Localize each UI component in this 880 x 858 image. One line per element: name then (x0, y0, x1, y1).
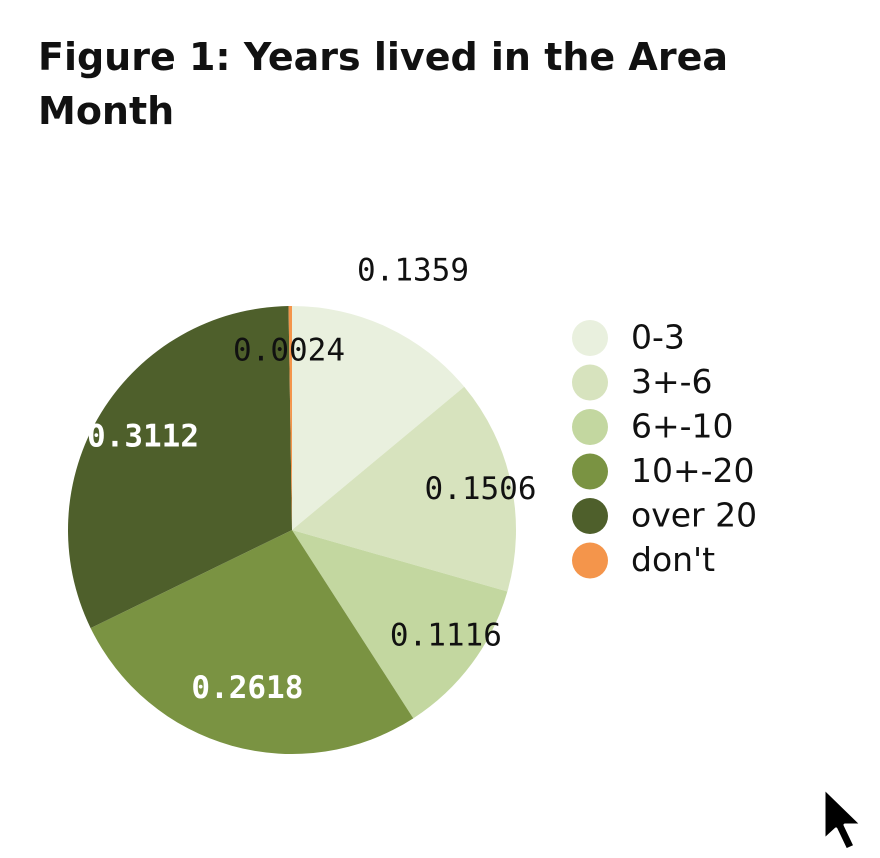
pie-data-labels: 0.1359 0.1506 0.1116 0.2618 0.3112 0.0024 (87, 253, 536, 707)
data-label-6-10: 0.1116 (390, 617, 502, 653)
pie-slice-0-3 (292, 306, 465, 530)
chart-legend: 0-3 3+-6 6+-10 10+-20 over 20 don't (572, 318, 757, 579)
legend-swatch-3-6 (572, 364, 608, 401)
pie-slice-3-6 (292, 386, 517, 592)
chart-title-line2: Month (38, 89, 175, 133)
chart-title: Figure 1: Years lived in the Area Month (38, 30, 838, 138)
pie-slice-over-20 (68, 306, 292, 629)
arrow-pointer-icon (818, 784, 878, 858)
legend-label-over-20: over 20 (631, 496, 757, 535)
legend-swatch-10-20 (572, 453, 608, 490)
pie-slice-don-t (288, 306, 292, 530)
chart-title-line1: Figure 1: Years lived in the Area (38, 35, 728, 79)
legend-label-6-10: 6+-10 (631, 407, 734, 446)
legend-swatch-6-10 (572, 409, 608, 445)
data-label-don-t: 0.0024 (233, 333, 345, 369)
legend-label-10-20: 10+-20 (631, 451, 755, 490)
legend-label-3-6: 3+-6 (631, 362, 713, 401)
legend-label-don-t: don't (631, 540, 715, 579)
legend-swatch-don-t (572, 542, 608, 579)
data-label-10-20: 0.2618 (191, 670, 303, 706)
data-label-3-6: 0.1506 (425, 471, 537, 507)
pie-slice-6-10 (292, 530, 508, 719)
data-label-0-3: 0.1359 (357, 253, 469, 289)
legend-label-0-3: 0-3 (631, 318, 685, 357)
pie-slices (68, 306, 517, 754)
data-label-over-20: 0.3112 (87, 419, 199, 455)
legend-swatch-0-3 (572, 320, 608, 356)
legend-swatch-over-20 (572, 498, 608, 534)
pie-slice-10-20 (90, 530, 414, 754)
